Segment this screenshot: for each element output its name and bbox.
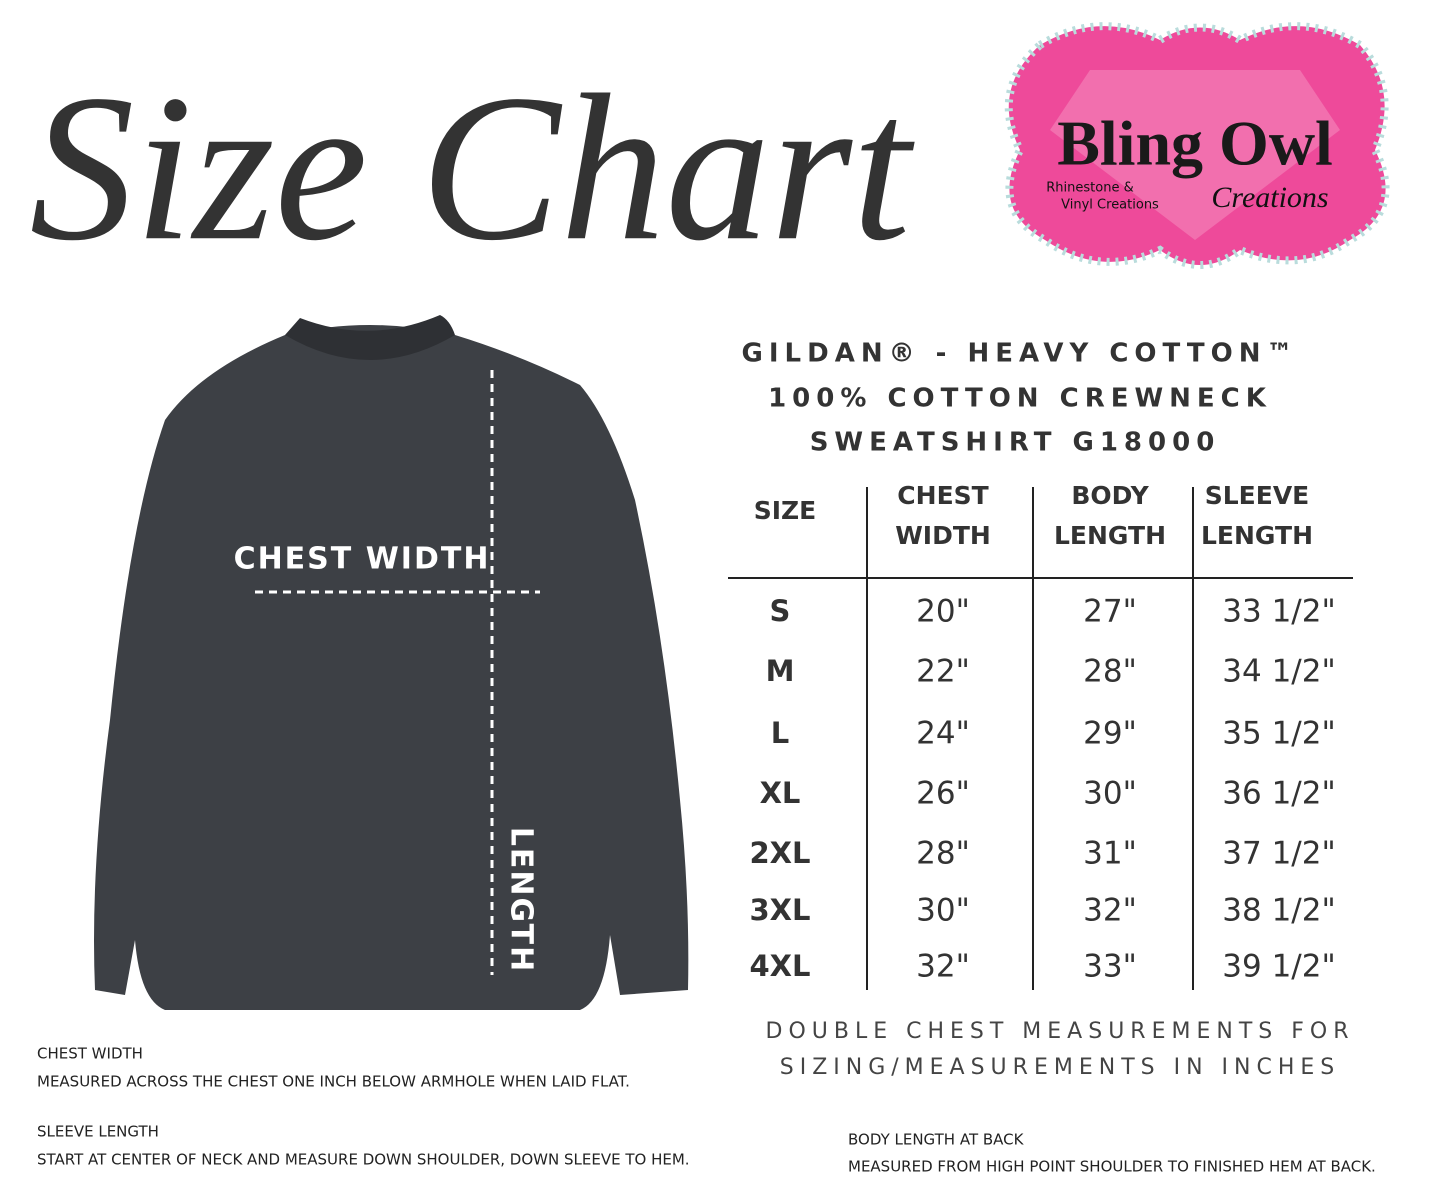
measure-cell: 29" xyxy=(1083,716,1137,752)
product-line: GILDAN® - HEAVY COTTON™ xyxy=(742,339,1299,369)
measure-cell: 34 1/2" xyxy=(1222,654,1335,690)
measure-cell: 33 1/2" xyxy=(1222,594,1335,630)
measure-cell: 20" xyxy=(916,594,970,630)
measure-cell: 28" xyxy=(1083,654,1137,690)
size-cell: 2XL xyxy=(749,836,810,870)
length-label: LENGTH xyxy=(504,827,539,973)
measure-cell: 39 1/2" xyxy=(1222,949,1335,985)
measure-cell: 37 1/2" xyxy=(1222,836,1335,872)
note: DOUBLE CHEST MEASUREMENTS FOR xyxy=(766,1019,1355,1044)
size-cell: 3XL xyxy=(749,893,810,927)
table-header: SIZE xyxy=(754,496,817,525)
table-header: LENGTH xyxy=(1054,521,1166,550)
logo-tagline: Rhinestone & xyxy=(1046,181,1133,196)
measure-cell: 28" xyxy=(916,836,970,872)
measure-cell: 38 1/2" xyxy=(1222,893,1335,929)
note: SIZING/MEASUREMENTS IN INCHES xyxy=(780,1055,1341,1080)
logo: Bling Owl Rhinestone & Vinyl Creations C… xyxy=(1004,22,1390,269)
table-header: CHEST xyxy=(897,481,988,510)
page-title: Size Chart xyxy=(30,52,916,284)
measure-cell: 35 1/2" xyxy=(1222,716,1335,752)
measure-cell: 33" xyxy=(1083,949,1137,985)
size-table: SIZE CHEST WIDTH BODY LENGTH SLEEVE LENGTH S 20"… xyxy=(728,481,1353,990)
shirt-body xyxy=(94,325,689,1010)
measure-cell: 26" xyxy=(916,776,970,812)
footnote-text: START AT CENTER OF NECK AND MEASURE DOWN… xyxy=(37,1151,690,1169)
logo-name: Bling Owl xyxy=(1057,108,1333,179)
measure-cell: 27" xyxy=(1083,594,1137,630)
measure-cell: 36 1/2" xyxy=(1222,776,1335,812)
footnote-text: MEASURED FROM HIGH POINT SHOULDER TO FIN… xyxy=(848,1158,1376,1176)
logo-subname: Creations xyxy=(1211,181,1328,214)
table-header: LENGTH xyxy=(1201,521,1313,550)
measure-cell: 32" xyxy=(1083,893,1137,929)
logo-tagline: Vinyl Creations xyxy=(1061,198,1159,213)
size-cell: M xyxy=(766,654,795,688)
sweatshirt: CHEST WIDTH LENGTH xyxy=(94,315,689,1010)
footnote-title: CHEST WIDTH xyxy=(37,1045,143,1063)
product-line: SWEATSHIRT G18000 xyxy=(810,428,1221,458)
chest-label: CHEST WIDTH xyxy=(234,542,491,577)
footnotes: CHEST WIDTH MEASURED ACROSS THE CHEST ON… xyxy=(37,1045,1376,1176)
footnote-title: BODY LENGTH AT BACK xyxy=(848,1131,1025,1149)
measure-cell: 30" xyxy=(916,893,970,929)
footnote-text: MEASURED ACROSS THE CHEST ONE INCH BELOW… xyxy=(37,1073,630,1091)
size-cell: L xyxy=(771,716,789,750)
product-title: GILDAN® - HEAVY COTTON™ 100% COTTON CREW… xyxy=(742,339,1299,458)
measure-cell: 32" xyxy=(916,949,970,985)
measure-cell: 22" xyxy=(916,654,970,690)
product-line: 100% COTTON CREWNECK xyxy=(768,384,1272,414)
size-cell: 4XL xyxy=(749,949,810,983)
size-cell: S xyxy=(770,594,791,628)
table-header: WIDTH xyxy=(895,521,991,550)
measure-cell: 30" xyxy=(1083,776,1137,812)
measure-cell: 24" xyxy=(916,716,970,752)
footnote-title: SLEEVE LENGTH xyxy=(37,1123,159,1141)
logo-gem xyxy=(1050,70,1340,240)
table-header: BODY xyxy=(1071,481,1149,510)
size-cell: XL xyxy=(760,776,801,810)
shirt-collar xyxy=(285,315,455,360)
table-header: SLEEVE xyxy=(1205,481,1310,510)
measure-cell: 31" xyxy=(1083,836,1137,872)
